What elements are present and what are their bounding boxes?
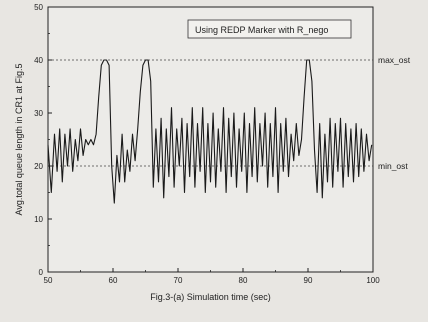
ref-label-min_ost: min_ost — [378, 161, 408, 171]
y-tick-label: 30 — [34, 109, 43, 118]
legend-box — [187, 19, 352, 39]
legend-label: Using REDP Marker with R_nego — [195, 25, 328, 35]
y-tick-label: 10 — [34, 215, 43, 224]
y-tick-label: 40 — [34, 56, 43, 65]
x-axis-title: Fig.3-(a) Simulation time (sec) — [150, 292, 271, 302]
x-tick-label: 100 — [366, 276, 380, 285]
x-tick-label: 90 — [304, 276, 313, 285]
y-axis-title: Avg.total queue length in CR1 at Fig.5 — [14, 64, 24, 216]
y-tick-label: 50 — [34, 3, 43, 12]
x-tick-label: 60 — [109, 276, 118, 285]
ref-label-max_ost: max_ost — [378, 55, 411, 65]
y-tick-label: 20 — [34, 162, 43, 171]
series-line-0 — [47, 59, 373, 204]
x-tick-label: 70 — [174, 276, 183, 285]
x-tick-label: 50 — [44, 276, 53, 285]
y-tick-label: 0 — [39, 268, 44, 277]
legend: Using REDP Marker with R_nego — [187, 19, 352, 39]
x-tick-label: 80 — [239, 276, 248, 285]
